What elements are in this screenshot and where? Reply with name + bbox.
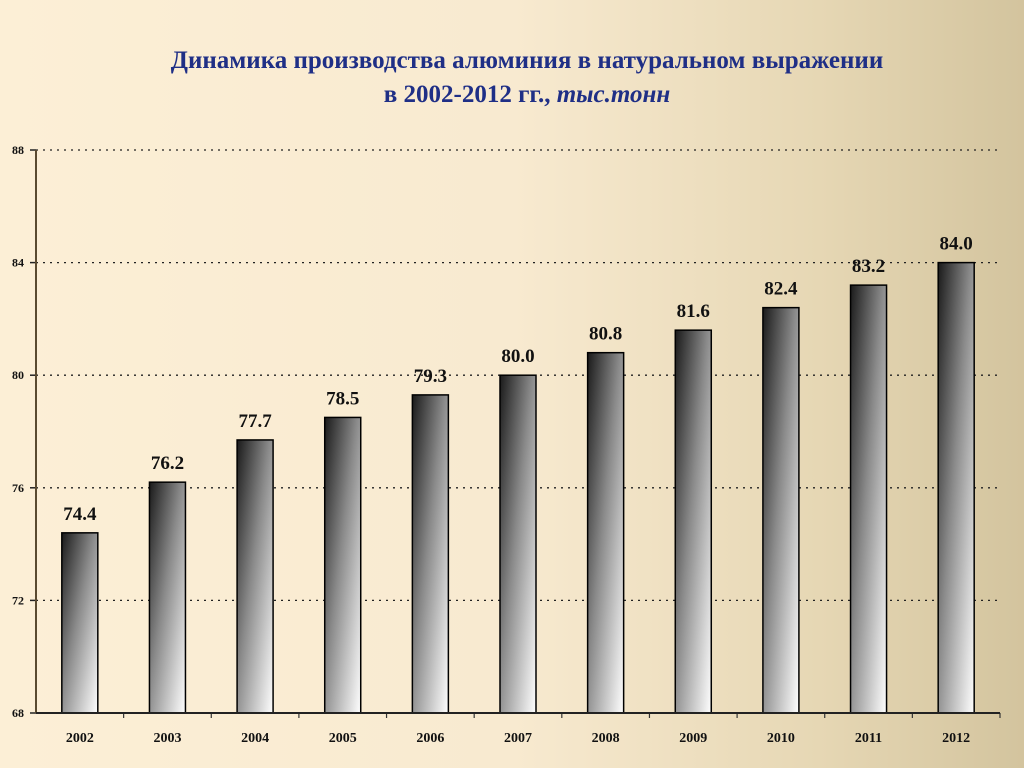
bar (323, 416, 362, 714)
data-label: 83.2 (852, 256, 885, 277)
y-tick-label: 76 (12, 481, 24, 495)
x-tick-label: 2011 (855, 731, 882, 746)
x-tick-label: 2005 (329, 731, 357, 746)
bar (499, 374, 537, 714)
data-label: 77.7 (238, 411, 272, 432)
data-label: 80.8 (589, 324, 622, 345)
data-label: 79.3 (414, 366, 447, 387)
x-tick-label: 2010 (767, 731, 795, 746)
x-tick-label: 2007 (504, 731, 532, 746)
bar (762, 306, 800, 714)
y-tick-label: 68 (12, 706, 24, 720)
x-tick-label: 2003 (153, 731, 181, 746)
bar (674, 329, 713, 714)
y-tick-label: 88 (12, 143, 24, 157)
bar (937, 261, 975, 714)
bar (61, 532, 99, 714)
data-label: 78.5 (326, 388, 359, 409)
x-tick-label: 2004 (241, 731, 269, 746)
x-tick-label: 2009 (679, 731, 707, 746)
x-tick-label: 2012 (942, 731, 970, 746)
x-tick-label: 2002 (66, 731, 94, 746)
y-tick-label: 80 (12, 368, 24, 382)
title-line-1: Динамика производства алюминия в натурал… (170, 47, 884, 74)
bar (586, 351, 625, 714)
title-unit: тыс.тонн (556, 81, 671, 108)
data-label: 74.4 (63, 504, 97, 525)
data-label: 81.6 (677, 301, 710, 322)
bar (849, 284, 888, 714)
chart-title: Динамика производства алюминия в натурал… (0, 44, 1024, 112)
y-tick-label: 72 (12, 593, 24, 607)
x-tick-label: 2006 (416, 731, 444, 746)
bar (411, 394, 450, 714)
title-line-2: в 2002-2012 гг., тыс.тонн (383, 81, 671, 108)
x-tick-label: 2008 (592, 731, 620, 746)
data-label: 80.0 (501, 346, 534, 367)
data-label: 76.2 (151, 453, 184, 474)
data-label: 84.0 (940, 234, 973, 255)
bar (148, 481, 187, 714)
bar (236, 439, 274, 714)
data-label: 82.4 (764, 279, 798, 300)
y-tick-label: 84 (12, 256, 24, 270)
